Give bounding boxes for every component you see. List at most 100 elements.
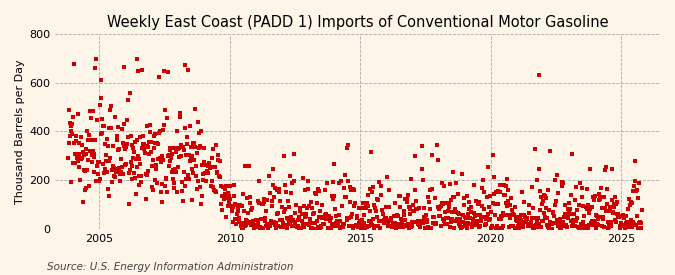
Point [483,165,493,169]
Point [265,219,276,223]
Point [607,167,618,171]
Point [151,163,161,167]
Point [366,149,377,154]
Point [275,199,286,204]
Point [454,224,465,228]
Point [108,165,119,170]
Point [610,195,620,199]
Point [279,210,290,214]
Point [107,163,118,168]
Point [488,192,499,196]
Point [393,214,404,219]
Point [334,213,345,218]
Point [445,225,456,229]
Point [92,160,103,164]
Point [593,223,603,227]
Point [95,131,106,136]
Point [437,202,448,206]
Point [584,223,595,227]
Point [371,209,381,213]
Point [138,142,148,146]
Point [249,223,260,228]
Point [178,199,188,204]
Point [199,160,210,164]
Point [523,203,534,207]
Point [373,224,383,228]
Point [454,221,464,226]
Point [587,195,598,199]
Point [442,216,453,220]
Point [606,220,617,224]
Point [417,167,428,171]
Point [221,183,232,188]
Point [95,103,105,108]
Point [429,196,440,200]
Point [493,202,504,207]
Point [619,223,630,227]
Point [296,219,307,223]
Point [145,123,156,127]
Point [616,221,626,225]
Point [301,206,312,210]
Point [161,176,171,180]
Point [506,224,517,228]
Point [242,221,253,225]
Point [634,180,645,185]
Point [89,155,100,159]
Point [448,226,459,230]
Point [596,214,607,219]
Point [220,187,231,191]
Point [167,152,178,156]
Point [281,216,292,221]
Point [63,141,74,145]
Point [173,155,184,159]
Point [146,150,157,155]
Point [544,148,555,153]
Point [385,216,396,221]
Point [205,165,216,169]
Point [444,182,455,186]
Point [335,225,346,229]
Point [607,198,618,202]
Point [407,202,418,207]
Point [314,214,325,219]
Point [634,219,645,224]
Point [148,158,159,162]
Point [547,211,558,215]
Point [162,190,173,195]
Point [284,205,294,210]
Point [171,189,182,194]
Point [189,158,200,163]
Point [68,115,78,119]
Point [310,226,321,231]
Point [622,207,633,211]
Point [152,181,163,186]
Point [340,195,350,199]
Point [240,224,250,229]
Point [304,221,315,226]
Point [453,211,464,215]
Point [86,160,97,165]
Point [500,192,510,197]
Point [413,223,424,227]
Point [387,224,398,229]
Point [246,208,257,212]
Point [63,155,74,160]
Point [131,138,142,142]
Point [571,208,582,213]
Point [580,225,591,230]
Point [381,220,392,224]
Point [113,125,124,129]
Point [406,224,417,229]
Point [509,212,520,217]
Point [434,205,445,209]
Point [326,226,337,230]
Point [473,213,484,217]
Point [259,215,270,220]
Point [570,219,581,224]
Point [494,217,505,222]
Point [90,178,101,183]
Point [419,226,430,230]
Point [420,216,431,221]
Point [609,204,620,209]
